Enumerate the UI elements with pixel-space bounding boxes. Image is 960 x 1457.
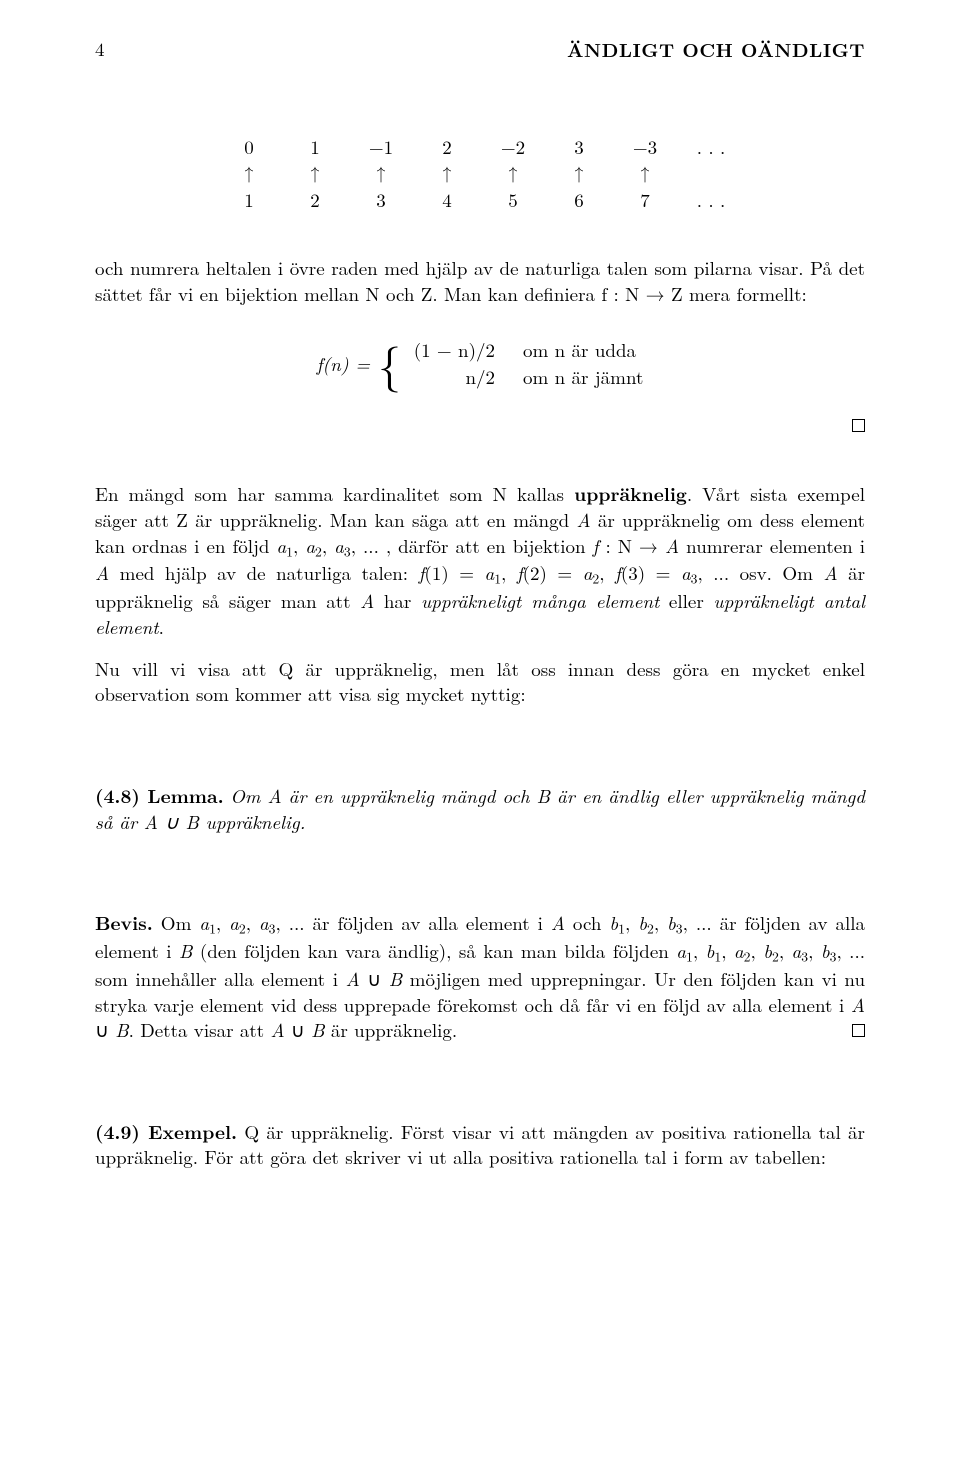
cell: 2 [414, 131, 480, 162]
qed-marker [852, 1017, 865, 1043]
case-expr: n/2 [409, 363, 495, 390]
table-row: ↑ ↑ ↑ ↑ ↑ ↑ ↑ [216, 162, 744, 184]
paragraph: En mängd som har samma kardinalitet som … [95, 481, 865, 639]
example-label: (4.9) Exempel. [95, 1117, 237, 1145]
cell: 3 [348, 184, 414, 215]
cell: 0 [216, 131, 282, 162]
case-cond: om n är udda [523, 336, 636, 363]
cell: 1 [216, 184, 282, 215]
lemma-label: (4.8) Lemma. [95, 781, 224, 809]
example: (4.9) Exempel. Q är uppräknelig. Först v… [95, 1119, 865, 1170]
cell: . . . [678, 184, 744, 215]
table-row: 1 2 3 4 5 6 7 . . . [216, 184, 744, 215]
page: 4 ÄNDLIGT OCH OÄNDLIGT 0 1 −1 2 −2 3 −3 … [0, 0, 960, 1457]
arrow-icon: ↑ [480, 162, 546, 184]
qed-marker [95, 414, 865, 437]
table-row: 0 1 −1 2 −2 3 −3 . . . [216, 131, 744, 162]
proof-label: Bevis. [95, 908, 153, 936]
cell: 2 [282, 184, 348, 215]
cell: 7 [612, 184, 678, 215]
cell [678, 162, 744, 184]
arrow-icon: ↑ [216, 162, 282, 184]
equation-display: f(n) = { (1 − n)/2 om n är udda n/2 om n… [95, 336, 865, 390]
proof-body: Om a1, a2, a3, ... är följden av alla el… [95, 909, 865, 1043]
arrow-icon: ↑ [546, 162, 612, 184]
paragraph: Nu vill vi visa att Q är uppräknelig, me… [95, 656, 865, 707]
arrow-icon: ↑ [348, 162, 414, 184]
text-run: En mängd som har samma kardinalitet som … [95, 480, 574, 507]
cell: −1 [348, 131, 414, 162]
lemma: (4.8) Lemma. Om A är en uppräknelig mäng… [95, 783, 865, 834]
cell: . . . [678, 131, 744, 162]
arrow-icon: ↑ [612, 162, 678, 184]
cell: 6 [546, 184, 612, 215]
brace-icon: { [378, 345, 401, 382]
cell: −3 [612, 131, 678, 162]
cell: −2 [480, 131, 546, 162]
case-cond: om n är jämnt [523, 363, 643, 390]
arrow-icon: ↑ [414, 162, 480, 184]
cell: 4 [414, 184, 480, 215]
page-header: 4 ÄNDLIGT OCH OÄNDLIGT [95, 35, 865, 63]
proof: Bevis. Om a1, a2, a3, ... är följden av … [95, 910, 865, 1043]
arrow-icon: ↑ [282, 162, 348, 184]
equation-lhs: f(n) = [317, 350, 370, 377]
page-number: 4 [95, 35, 105, 63]
cell: 3 [546, 131, 612, 162]
running-title: ÄNDLIGT OCH OÄNDLIGT [567, 35, 865, 63]
cell: 5 [480, 184, 546, 215]
cell: 1 [282, 131, 348, 162]
case-expr: (1 − n)/2 [409, 336, 495, 363]
paragraph: och numrera heltalen i övre raden med hj… [95, 255, 865, 306]
term: uppräknelig [574, 479, 687, 507]
bijection-table: 0 1 −1 2 −2 3 −3 . . . ↑ ↑ ↑ ↑ ↑ ↑ ↑ 1 2… [216, 131, 744, 215]
